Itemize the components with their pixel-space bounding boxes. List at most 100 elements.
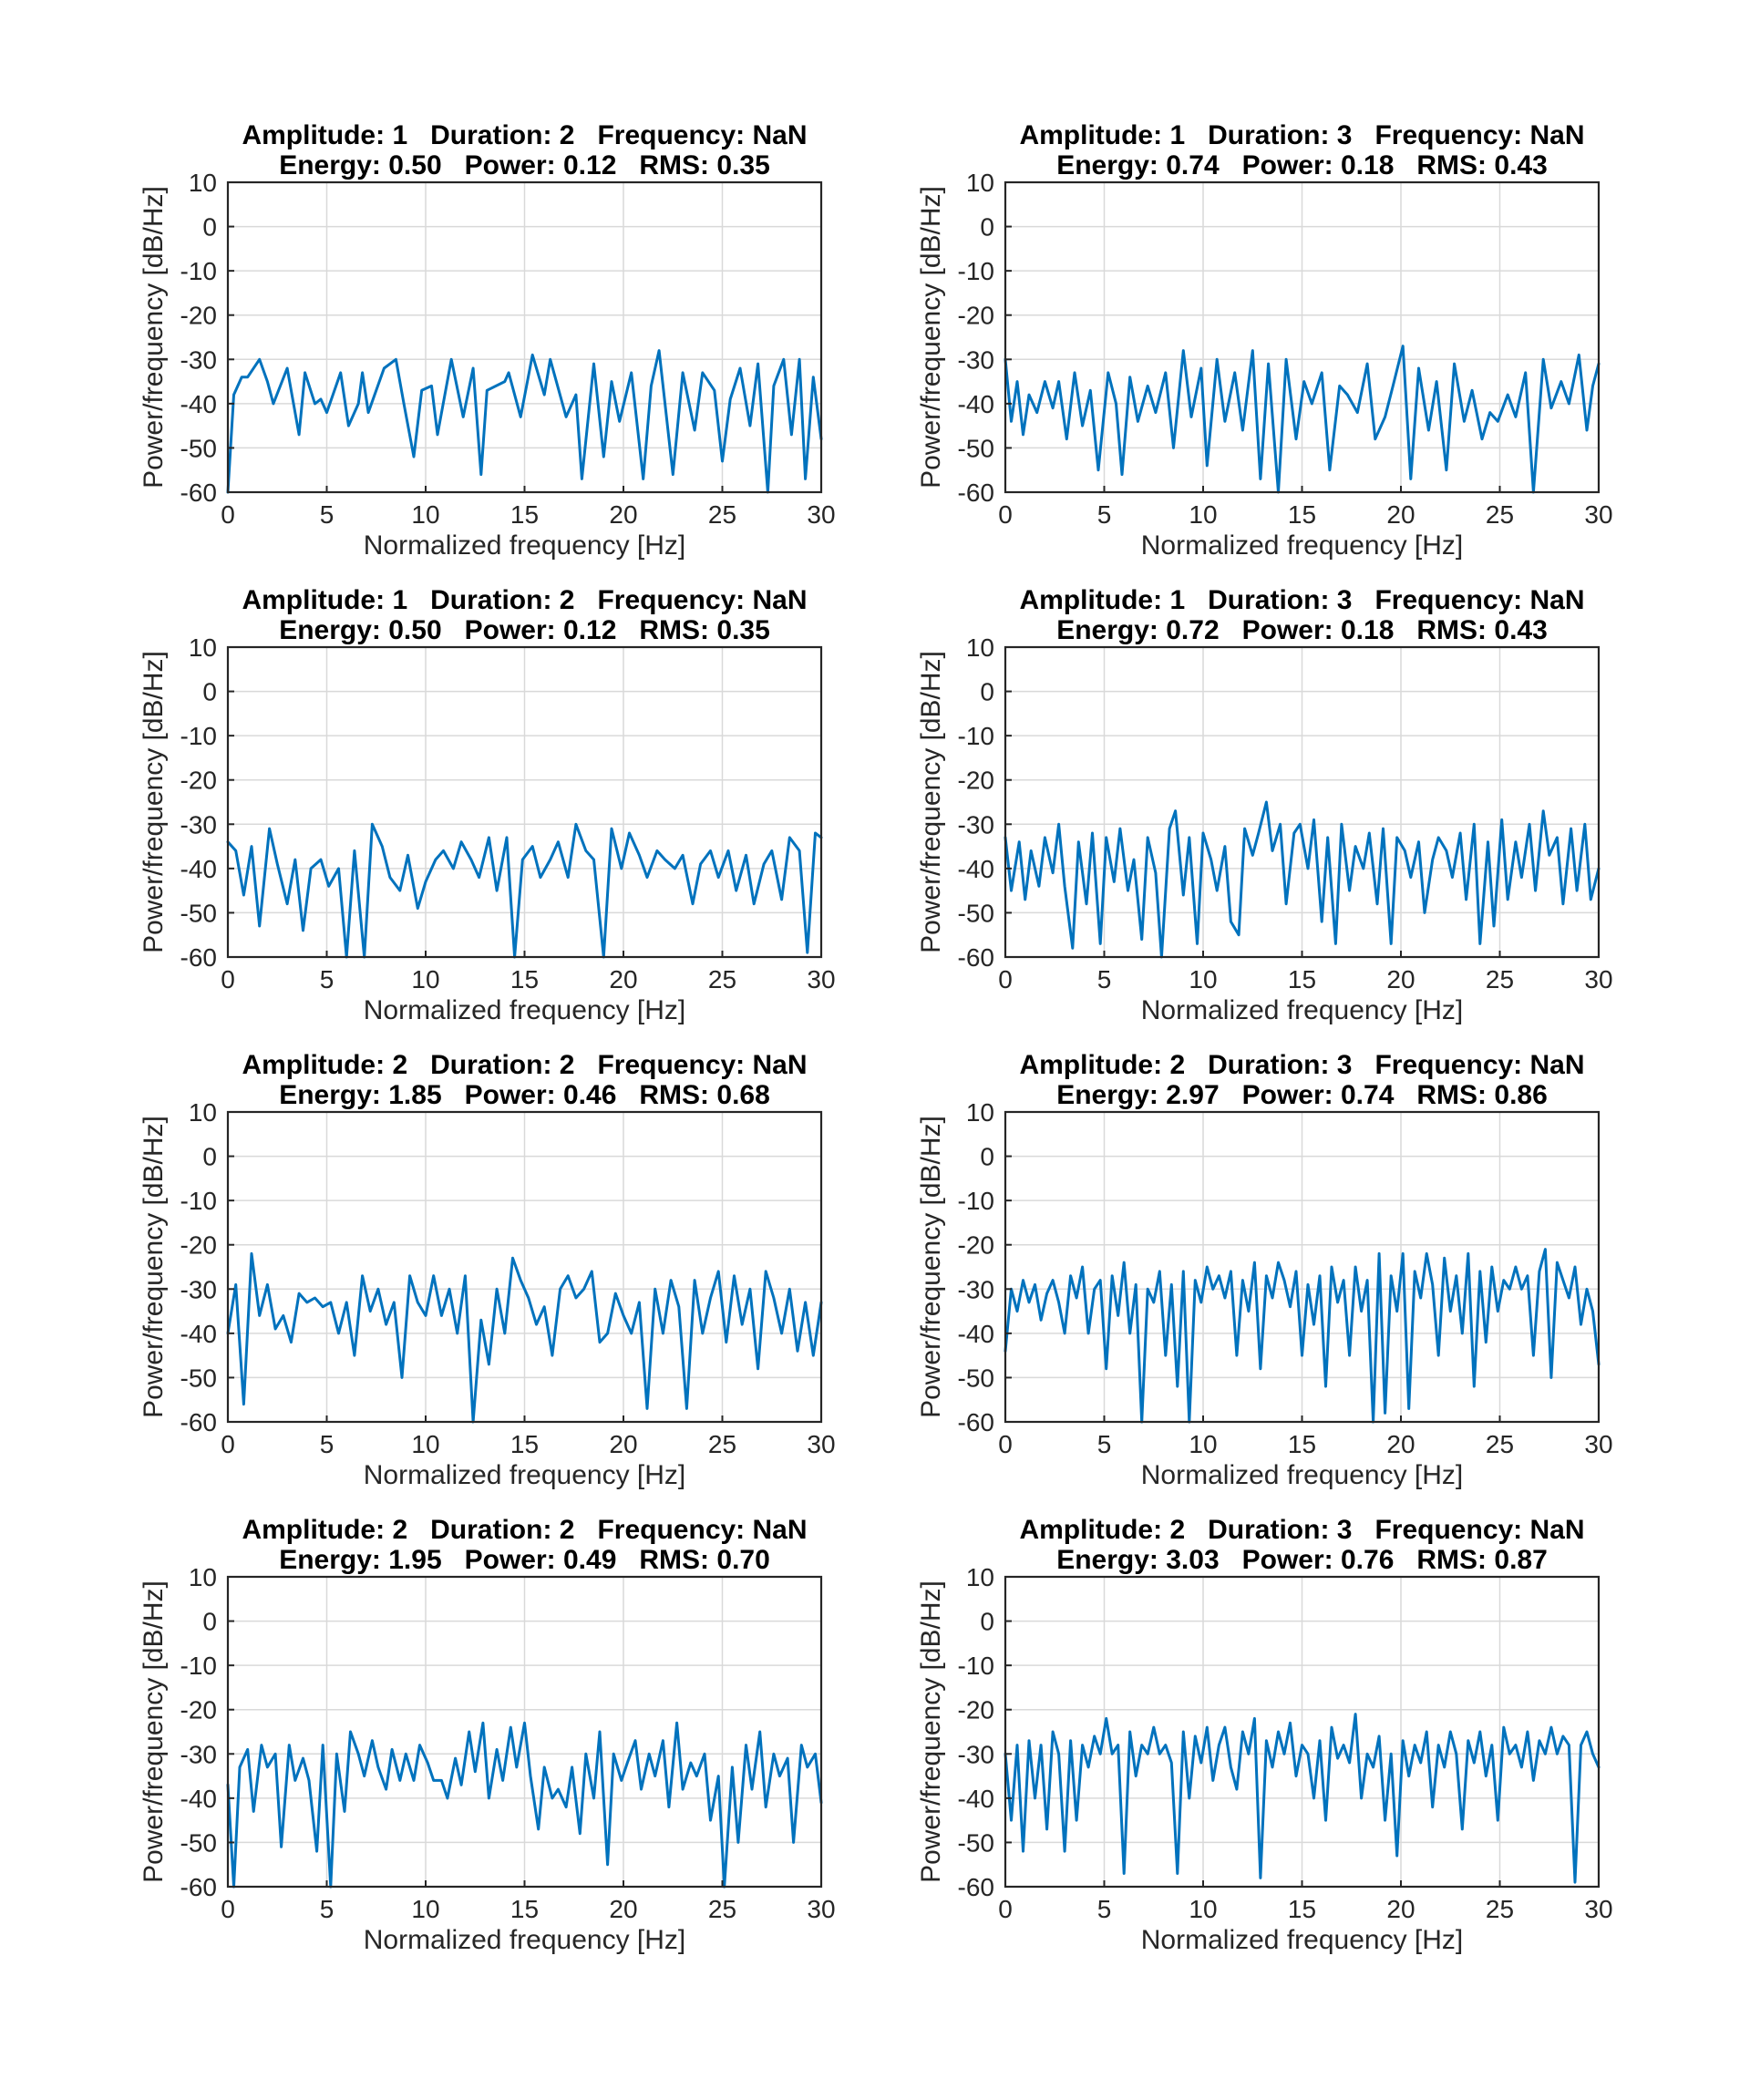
- y-tick-label: -20: [958, 767, 994, 795]
- psd-series-line: [226, 1721, 823, 1889]
- x-tick-label: 10: [411, 1895, 439, 1923]
- y-tick-label: -10: [958, 257, 994, 285]
- y-tick-label: -10: [958, 1652, 994, 1680]
- y-tick-label: -10: [180, 257, 217, 285]
- chart-subtitle: Energy: 2.97 Power: 0.74 RMS: 0.86: [1056, 1080, 1548, 1110]
- x-tick-label: 30: [807, 500, 835, 529]
- y-axis-label: Power/frequency [dB/Hz]: [916, 1116, 946, 1418]
- y-tick-label: -10: [958, 722, 994, 750]
- chart-title: Amplitude: 1 Duration: 2 Frequency: NaN: [242, 120, 807, 150]
- chart-title: Amplitude: 2 Duration: 2 Frequency: NaN: [242, 1050, 807, 1080]
- x-tick-label: 5: [320, 500, 335, 529]
- chart-panel-4: 0 5 10 15 20 25 30 -60 -50 -40 -30 -20 -10 0 10 Amplitu…: [916, 585, 1613, 1025]
- y-tick-label: 0: [980, 1143, 994, 1171]
- y-tick-label: 10: [966, 633, 994, 662]
- y-tick-label: -10: [180, 722, 217, 750]
- y-tick-label: -50: [958, 899, 994, 927]
- chart-panel-6: 0 5 10 15 20 25 30 -60 -50 -40 -30 -20 -10 0 10 Amplitu…: [916, 1050, 1613, 1490]
- y-tick-label: -40: [958, 1320, 994, 1348]
- x-tick-label: 0: [221, 1895, 235, 1923]
- x-tick-label: 5: [1097, 500, 1112, 529]
- psd-series-line: [1004, 800, 1601, 959]
- y-tick-label: 10: [966, 169, 994, 197]
- y-axis-label: Power/frequency [dB/Hz]: [139, 186, 169, 489]
- x-tick-label: 0: [221, 1430, 235, 1458]
- y-tick-label: -40: [958, 855, 994, 883]
- x-tick-label: 15: [510, 500, 539, 529]
- y-tick-label: -50: [958, 434, 994, 462]
- y-tick-label: -60: [958, 1873, 994, 1901]
- x-tick-label: 15: [1288, 500, 1316, 529]
- y-tick-label: -60: [180, 1873, 217, 1901]
- x-axis-label: Normalized frequency [Hz]: [1141, 530, 1463, 561]
- y-tick-label: -30: [958, 1740, 994, 1768]
- x-tick-label: 15: [510, 1895, 539, 1923]
- x-tick-label: 0: [998, 500, 1013, 529]
- x-tick-label: 20: [609, 500, 637, 529]
- x-tick-label: 10: [1189, 1430, 1217, 1458]
- psd-series-line: [1004, 1248, 1601, 1424]
- x-tick-label: 5: [320, 965, 335, 993]
- chart-panel-2: 0 5 10 15 20 25 30 -60 -50 -40 -30 -20 -10 0 10 Amplitu…: [916, 120, 1613, 561]
- y-tick-label: -40: [180, 1785, 217, 1813]
- x-tick-label: 10: [1189, 500, 1217, 529]
- y-tick-label: -30: [180, 1740, 217, 1768]
- y-tick-label: 0: [980, 213, 994, 242]
- y-tick-label: -20: [958, 1231, 994, 1260]
- y-tick-label: -40: [958, 1785, 994, 1813]
- y-tick-label: 10: [966, 1098, 994, 1127]
- x-tick-label: 30: [1584, 1430, 1612, 1458]
- x-tick-label: 30: [807, 1430, 835, 1458]
- chart-subtitle: Energy: 0.74 Power: 0.18 RMS: 0.43: [1056, 150, 1548, 180]
- y-tick-label: -30: [180, 810, 217, 839]
- x-tick-label: 25: [1486, 1895, 1514, 1923]
- y-tick-label: 0: [202, 213, 217, 242]
- y-tick-label: 10: [189, 633, 217, 662]
- y-tick-label: -10: [180, 1652, 217, 1680]
- x-tick-label: 10: [1189, 965, 1217, 993]
- x-axis-label: Normalized frequency [Hz]: [1141, 1460, 1463, 1490]
- y-tick-label: 0: [202, 1143, 217, 1171]
- chart-subtitle: Energy: 1.85 Power: 0.46 RMS: 0.68: [279, 1080, 770, 1110]
- x-tick-label: 10: [411, 500, 439, 529]
- y-tick-label: 10: [189, 1098, 217, 1127]
- y-tick-label: -60: [958, 943, 994, 972]
- x-tick-label: 25: [1486, 1430, 1514, 1458]
- y-tick-label: -50: [958, 1828, 994, 1857]
- chart-title: Amplitude: 1 Duration: 3 Frequency: NaN: [1019, 585, 1584, 615]
- y-tick-label: 0: [980, 1608, 994, 1636]
- x-tick-label: 0: [221, 965, 235, 993]
- x-axis-label: Normalized frequency [Hz]: [364, 1925, 685, 1955]
- x-tick-label: 0: [998, 1430, 1013, 1458]
- x-tick-label: 25: [1486, 500, 1514, 529]
- chart-panel-1: 0 5 10 15 20 25 30 -60 -50 -40 -30 -20 -10 0 10 Amplitu…: [139, 120, 836, 561]
- x-tick-label: 10: [411, 1430, 439, 1458]
- y-tick-label: 10: [966, 1563, 994, 1591]
- y-tick-label: -20: [958, 302, 994, 330]
- chart-panel-5: 0 5 10 15 20 25 30 -60 -50 -40 -30 -20 -10 0 10 Amplitu…: [139, 1050, 836, 1490]
- chart-title: Amplitude: 1 Duration: 2 Frequency: NaN: [242, 585, 807, 615]
- x-tick-label: 30: [1584, 500, 1612, 529]
- chart-title: Amplitude: 1 Duration: 3 Frequency: NaN: [1019, 120, 1584, 150]
- y-tick-label: -20: [180, 767, 217, 795]
- chart-panel-3: 0 5 10 15 20 25 30 -60 -50 -40 -30 -20 -10 0 10 Amplitu…: [139, 585, 836, 1025]
- y-tick-label: -10: [180, 1187, 217, 1215]
- y-tick-label: -40: [958, 390, 994, 418]
- x-axis-label: Normalized frequency [Hz]: [364, 530, 685, 561]
- x-tick-label: 0: [221, 500, 235, 529]
- chart-panel-7: 0 5 10 15 20 25 30 -60 -50 -40 -30 -20 -10 0 10 Amplitu…: [139, 1515, 836, 1955]
- chart-subtitle: Energy: 3.03 Power: 0.76 RMS: 0.87: [1056, 1545, 1548, 1575]
- y-tick-label: -20: [180, 1696, 217, 1724]
- y-tick-label: -50: [180, 899, 217, 927]
- y-tick-label: -40: [180, 1320, 217, 1348]
- x-tick-label: 15: [510, 1430, 539, 1458]
- chart-title: Amplitude: 2 Duration: 3 Frequency: NaN: [1019, 1050, 1584, 1080]
- y-tick-label: -30: [180, 1275, 217, 1303]
- x-tick-label: 25: [708, 500, 736, 529]
- y-tick-label: -50: [180, 1828, 217, 1857]
- y-axis-label: Power/frequency [dB/Hz]: [916, 651, 946, 953]
- x-tick-label: 5: [1097, 1430, 1112, 1458]
- x-tick-label: 20: [609, 1430, 637, 1458]
- chart-title: Amplitude: 2 Duration: 3 Frequency: NaN: [1019, 1515, 1584, 1545]
